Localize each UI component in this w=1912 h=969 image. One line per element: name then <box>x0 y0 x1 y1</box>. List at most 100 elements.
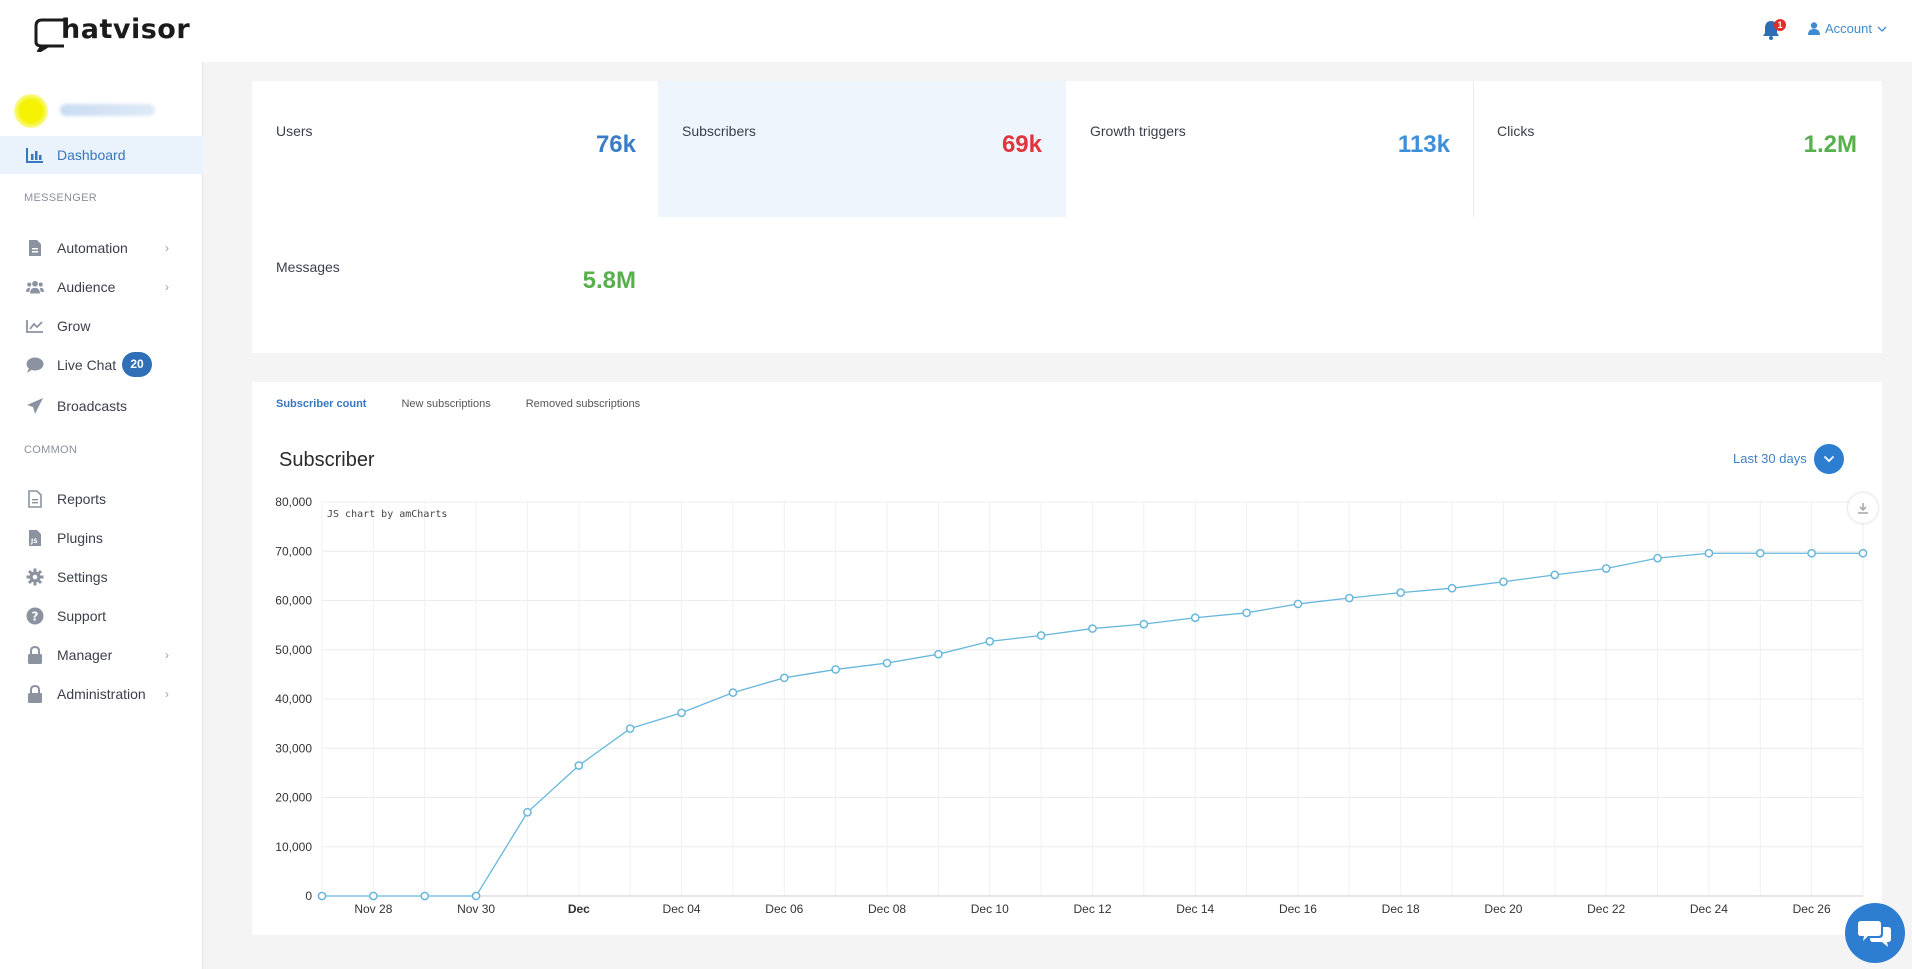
x-tick-label: Dec 18 <box>1382 902 1420 916</box>
sidebar-item-broadcasts[interactable]: Broadcasts <box>0 387 203 425</box>
stat-card-users[interactable]: Users 76k <box>252 81 660 217</box>
data-point <box>985 637 995 646</box>
chart-panel: Subscriber count New subscriptions Remov… <box>252 382 1882 935</box>
x-tick-label: Nov 28 <box>354 902 392 916</box>
svg-text:?: ? <box>32 610 39 624</box>
growth-chart-icon <box>26 317 44 335</box>
sidebar-item-dashboard[interactable]: Dashboard <box>0 136 203 174</box>
data-point <box>728 688 738 697</box>
sidebar-item-manager[interactable]: Manager › <box>0 636 203 674</box>
js-file-icon: JS <box>26 529 44 547</box>
y-tick-label: 50,000 <box>275 643 312 657</box>
data-point <box>471 891 481 901</box>
data-point <box>1190 613 1200 623</box>
data-point <box>1088 624 1097 633</box>
svg-text:JS: JS <box>30 538 38 545</box>
chart-credit[interactable]: JS chart by amCharts <box>327 509 448 520</box>
y-tick-label: 30,000 <box>275 741 312 755</box>
support-chat-button[interactable] <box>1845 903 1905 963</box>
data-point <box>1344 593 1354 603</box>
stat-label: Subscribers <box>682 123 756 139</box>
sidebar-item-label: Automation <box>57 240 128 256</box>
sidebar-item-live-chat[interactable]: Live Chat 20 <box>0 346 203 384</box>
data-point <box>779 673 789 683</box>
data-point <box>1858 548 1868 558</box>
question-icon: ? <box>26 607 44 625</box>
logo-c-icon <box>34 18 64 52</box>
sidebar-item-plugins[interactable]: JS Plugins <box>0 519 203 557</box>
chevron-down-icon <box>1877 26 1887 32</box>
tab-new-subscriptions[interactable]: New subscriptions <box>401 398 491 410</box>
sidebar-item-label: Administration <box>57 686 146 702</box>
sidebar-item-label: Settings <box>57 569 108 585</box>
y-tick-label: 20,000 <box>275 791 312 805</box>
data-point <box>1807 548 1816 558</box>
data-point <box>1242 608 1251 618</box>
date-range-label[interactable]: Last 30 days <box>1733 451 1807 466</box>
document-icon <box>26 239 44 257</box>
data-point <box>420 891 430 901</box>
x-tick-label: Dec 08 <box>868 902 906 916</box>
data-point <box>1139 619 1149 629</box>
chart-export-button[interactable] <box>1848 493 1878 523</box>
lock-icon <box>26 646 44 664</box>
sidebar-item-label: Live Chat <box>57 357 117 373</box>
data-point <box>1550 570 1560 580</box>
sidebar-item-label: Manager <box>57 647 113 663</box>
sidebar-item-label: Broadcasts <box>57 398 128 414</box>
chevron-down-icon <box>1823 455 1835 463</box>
data-point <box>1653 553 1662 563</box>
user-profile[interactable] <box>0 90 203 130</box>
stat-value: 1.2M <box>1803 131 1857 158</box>
x-tick-label: Dec 14 <box>1176 902 1214 916</box>
x-tick-label: Dec 10 <box>971 902 1009 916</box>
sidebar-item-settings[interactable]: Settings <box>0 558 203 596</box>
sidebar-item-automation[interactable]: Automation › <box>0 229 203 267</box>
stat-value: 113k <box>1397 131 1450 158</box>
sidebar-item-label: Reports <box>57 491 107 507</box>
date-range-dropdown-button[interactable] <box>1814 444 1844 474</box>
notification-badge: 1 <box>1774 19 1786 31</box>
y-tick-label: 70,000 <box>275 544 312 558</box>
data-point <box>1601 564 1611 573</box>
sidebar-item-label: Support <box>57 608 107 624</box>
stat-card-growth-triggers[interactable]: Growth triggers 113k <box>1066 81 1474 217</box>
sidebar-item-grow[interactable]: Grow <box>0 307 203 345</box>
sidebar-item-audience[interactable]: Audience › <box>0 268 203 306</box>
user-icon <box>1808 22 1820 35</box>
sidebar-item-administration[interactable]: Administration › <box>0 675 203 713</box>
sidebar-item-reports[interactable]: Reports <box>0 480 203 518</box>
x-tick-label: Dec 16 <box>1279 902 1317 916</box>
lock-icon <box>26 685 44 703</box>
x-tick-label: Dec 26 <box>1793 902 1831 916</box>
chatvisor-logo[interactable]: hatvisor <box>34 14 190 52</box>
account-menu[interactable]: Account <box>1808 21 1887 36</box>
avatar[interactable] <box>14 94 48 128</box>
data-point <box>934 649 943 659</box>
sidebar-item-label: Plugins <box>57 530 103 546</box>
sidebar-item-label: Audience <box>57 279 116 295</box>
data-point <box>1499 577 1508 587</box>
tab-removed-subscriptions[interactable]: Removed subscriptions <box>525 398 641 410</box>
data-point <box>882 658 892 668</box>
stat-card-messages[interactable]: Messages 5.8M <box>252 217 660 353</box>
data-point <box>677 708 686 718</box>
stat-value: 5.8M <box>582 267 636 294</box>
sidebar-item-support[interactable]: ? Support <box>0 597 203 635</box>
chevron-right-icon: › <box>165 280 169 294</box>
tab-subscriber-count[interactable]: Subscriber count <box>276 398 367 410</box>
stat-label: Growth triggers <box>1090 123 1186 139</box>
logo-text: hatvisor <box>61 14 191 45</box>
section-messenger: MESSENGER <box>24 192 97 204</box>
data-point <box>523 807 532 817</box>
data-point <box>1036 631 1046 640</box>
x-tick-label: Dec 12 <box>1073 902 1111 916</box>
stat-value: 69k <box>1001 131 1042 158</box>
stat-card-clicks[interactable]: Clicks 1.2M <box>1473 81 1881 217</box>
stat-divider <box>1473 81 1474 217</box>
subscriber-line-chart: 0 10,000 20,000 30,000 40,000 50,000 60,000 70,… <box>275 495 1868 916</box>
data-point <box>1755 548 1765 558</box>
y-tick-label: 80,000 <box>275 495 312 509</box>
sidebar: Dashboard MESSENGER Automation › Audienc… <box>0 62 203 969</box>
stat-card-subscribers[interactable]: Subscribers 69k <box>658 81 1066 217</box>
